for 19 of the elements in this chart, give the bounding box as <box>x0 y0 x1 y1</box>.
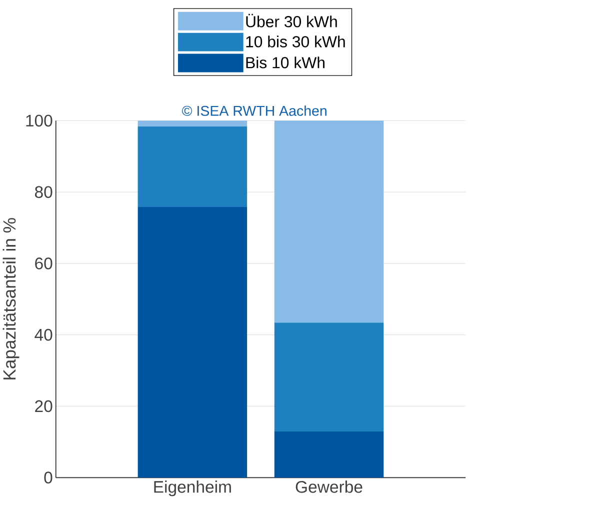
y-tick-label: 60 <box>35 257 52 270</box>
legend-label: Über 30 kWh <box>246 14 337 28</box>
legend-label: Bis 10 kWh <box>246 56 324 68</box>
bar <box>274 431 384 478</box>
y-tick-label: 100 <box>26 114 52 126</box>
y-tick-label: 80 <box>34 186 52 198</box>
bar <box>138 206 248 478</box>
bar <box>138 120 248 126</box>
y-tick-label: 0 <box>44 472 52 484</box>
y-tick-label: 40 <box>34 328 52 341</box>
y-tick-label: 20 <box>35 400 52 412</box>
text: © ISEA RWTH Aachen <box>182 105 326 116</box>
bar <box>138 126 248 207</box>
legend-label: 10 bis 30 kWh <box>246 36 345 48</box>
x-tick-label: Eigenheim <box>154 480 231 496</box>
bar <box>274 120 384 323</box>
bar <box>274 322 384 432</box>
y-axis-title: Kapazitätsanteil in % <box>2 218 20 380</box>
x-tick-label: Gewerbe <box>296 480 362 493</box>
